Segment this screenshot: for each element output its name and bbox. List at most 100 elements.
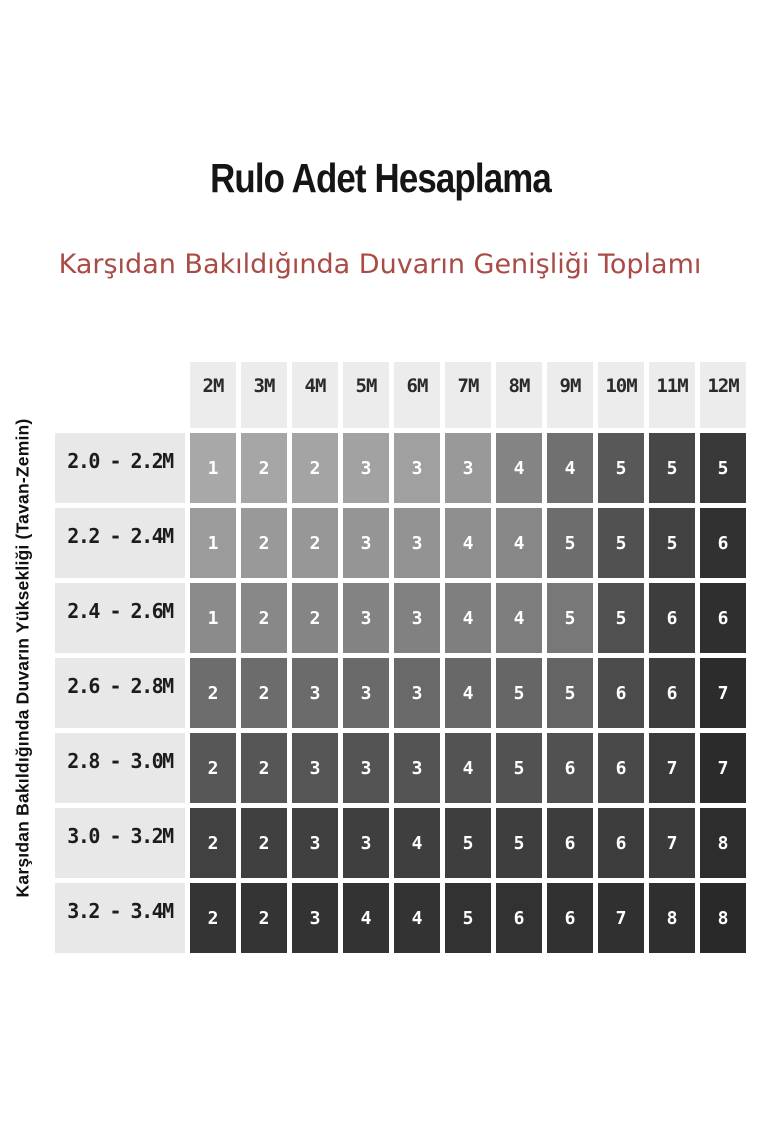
column-header: 9M — [547, 362, 593, 428]
roll-count-table: 2M 3M 4M 5M 6M 7M 8M 9M 10M 11M 12M 2.0 - 2.2M 1 2 2 3 3… — [55, 362, 746, 953]
heatmap-cell: 2 — [292, 583, 338, 653]
heatmap-cell: 5 — [700, 433, 746, 503]
heatmap-cell: 3 — [343, 658, 389, 728]
heatmap-cell: 7 — [700, 733, 746, 803]
heatmap-cell: 6 — [496, 883, 542, 953]
heatmap-cell: 6 — [547, 733, 593, 803]
heatmap-cell: 7 — [700, 658, 746, 728]
heatmap-cell: 3 — [292, 808, 338, 878]
heatmap-cell: 1 — [190, 508, 236, 578]
page-title: Rulo Adet Hesaplama — [0, 154, 760, 202]
heatmap-cell: 6 — [547, 883, 593, 953]
heatmap-cell: 6 — [649, 658, 695, 728]
heatmap-cell: 2 — [190, 733, 236, 803]
heatmap-cell: 7 — [649, 808, 695, 878]
row-header: 2.0 - 2.2M — [55, 433, 185, 503]
corner-spacer — [55, 362, 185, 428]
y-axis-title-container: Karşıdan Bakıldığında Duvarın Yüksekliği… — [0, 362, 46, 953]
heatmap-cell: 3 — [394, 658, 440, 728]
column-header: 6M — [394, 362, 440, 428]
heatmap-cell: 5 — [598, 508, 644, 578]
heatmap-cell: 5 — [598, 583, 644, 653]
heatmap-cell: 5 — [649, 433, 695, 503]
heatmap-cell: 5 — [496, 658, 542, 728]
heatmap-cell: 5 — [547, 508, 593, 578]
heatmap-cell: 2 — [241, 733, 287, 803]
column-header: 11M — [649, 362, 695, 428]
heatmap-cell: 4 — [496, 583, 542, 653]
heatmap-cell: 5 — [547, 583, 593, 653]
x-axis-title: Karşıdan Bakıldığında Duvarın Genişliği … — [58, 249, 702, 280]
heatmap-cell: 6 — [700, 583, 746, 653]
heatmap-cell: 3 — [292, 883, 338, 953]
heatmap-cell: 4 — [496, 433, 542, 503]
heatmap-cell: 2 — [241, 808, 287, 878]
heatmap-cell: 5 — [649, 508, 695, 578]
heatmap-cell: 3 — [394, 508, 440, 578]
row-header: 3.2 - 3.4M — [55, 883, 185, 953]
heatmap-cell: 8 — [649, 883, 695, 953]
heatmap-cell: 7 — [649, 733, 695, 803]
heatmap-cell: 2 — [241, 583, 287, 653]
column-header: 10M — [598, 362, 644, 428]
heatmap-cell: 2 — [292, 433, 338, 503]
heatmap-cell: 2 — [190, 658, 236, 728]
heatmap-cell: 5 — [445, 808, 491, 878]
heatmap-cell: 4 — [343, 883, 389, 953]
heatmap-cell: 4 — [445, 508, 491, 578]
heatmap-cell: 3 — [343, 808, 389, 878]
heatmap-cell: 5 — [445, 883, 491, 953]
heatmap-cell: 3 — [343, 583, 389, 653]
heatmap-cell: 6 — [598, 658, 644, 728]
heatmap-cell: 3 — [343, 733, 389, 803]
heatmap-cell: 6 — [598, 733, 644, 803]
heatmap-cell: 2 — [292, 508, 338, 578]
heatmap-cell: 1 — [190, 583, 236, 653]
heatmap-cell: 4 — [445, 658, 491, 728]
row-header: 3.0 - 3.2M — [55, 808, 185, 878]
heatmap-cell: 3 — [292, 733, 338, 803]
heatmap-cell: 3 — [394, 733, 440, 803]
heatmap-cell: 2 — [190, 808, 236, 878]
column-header: 8M — [496, 362, 542, 428]
heatmap-cell: 3 — [445, 433, 491, 503]
heatmap-cell: 8 — [700, 808, 746, 878]
heatmap-cell: 5 — [496, 808, 542, 878]
column-header: 3M — [241, 362, 287, 428]
heatmap-cell: 4 — [445, 583, 491, 653]
column-header: 7M — [445, 362, 491, 428]
heatmap-cell: 8 — [700, 883, 746, 953]
heatmap-cell: 4 — [547, 433, 593, 503]
heatmap-cell: 2 — [190, 883, 236, 953]
column-header: 2M — [190, 362, 236, 428]
heatmap-cell: 3 — [394, 433, 440, 503]
heatmap-cell: 2 — [241, 433, 287, 503]
heatmap-cell: 3 — [343, 433, 389, 503]
heatmap-cell: 6 — [700, 508, 746, 578]
row-header: 2.6 - 2.8M — [55, 658, 185, 728]
heatmap-cell: 5 — [496, 733, 542, 803]
heatmap-cell: 3 — [394, 583, 440, 653]
heatmap-cell: 2 — [241, 658, 287, 728]
row-header: 2.8 - 3.0M — [55, 733, 185, 803]
heatmap-cell: 5 — [598, 433, 644, 503]
heatmap-cell: 5 — [547, 658, 593, 728]
page-title-text: Rulo Adet Hesaplama — [209, 155, 552, 201]
column-header: 12M — [700, 362, 746, 428]
heatmap-cell: 2 — [241, 883, 287, 953]
heatmap-cell: 2 — [241, 508, 287, 578]
heatmap-cell: 4 — [496, 508, 542, 578]
heatmap-cell: 6 — [598, 808, 644, 878]
heatmap-cell: 4 — [394, 883, 440, 953]
heatmap-cell: 6 — [649, 583, 695, 653]
heatmap-cell: 3 — [292, 658, 338, 728]
heatmap-cell: 6 — [547, 808, 593, 878]
heatmap-cell: 4 — [394, 808, 440, 878]
heatmap-cell: 1 — [190, 433, 236, 503]
heatmap-cell: 4 — [445, 733, 491, 803]
heatmap-cell: 7 — [598, 883, 644, 953]
y-axis-title: Karşıdan Bakıldığında Duvarın Yüksekliği… — [12, 418, 33, 897]
column-header: 5M — [343, 362, 389, 428]
column-header: 4M — [292, 362, 338, 428]
row-header: 2.2 - 2.4M — [55, 508, 185, 578]
